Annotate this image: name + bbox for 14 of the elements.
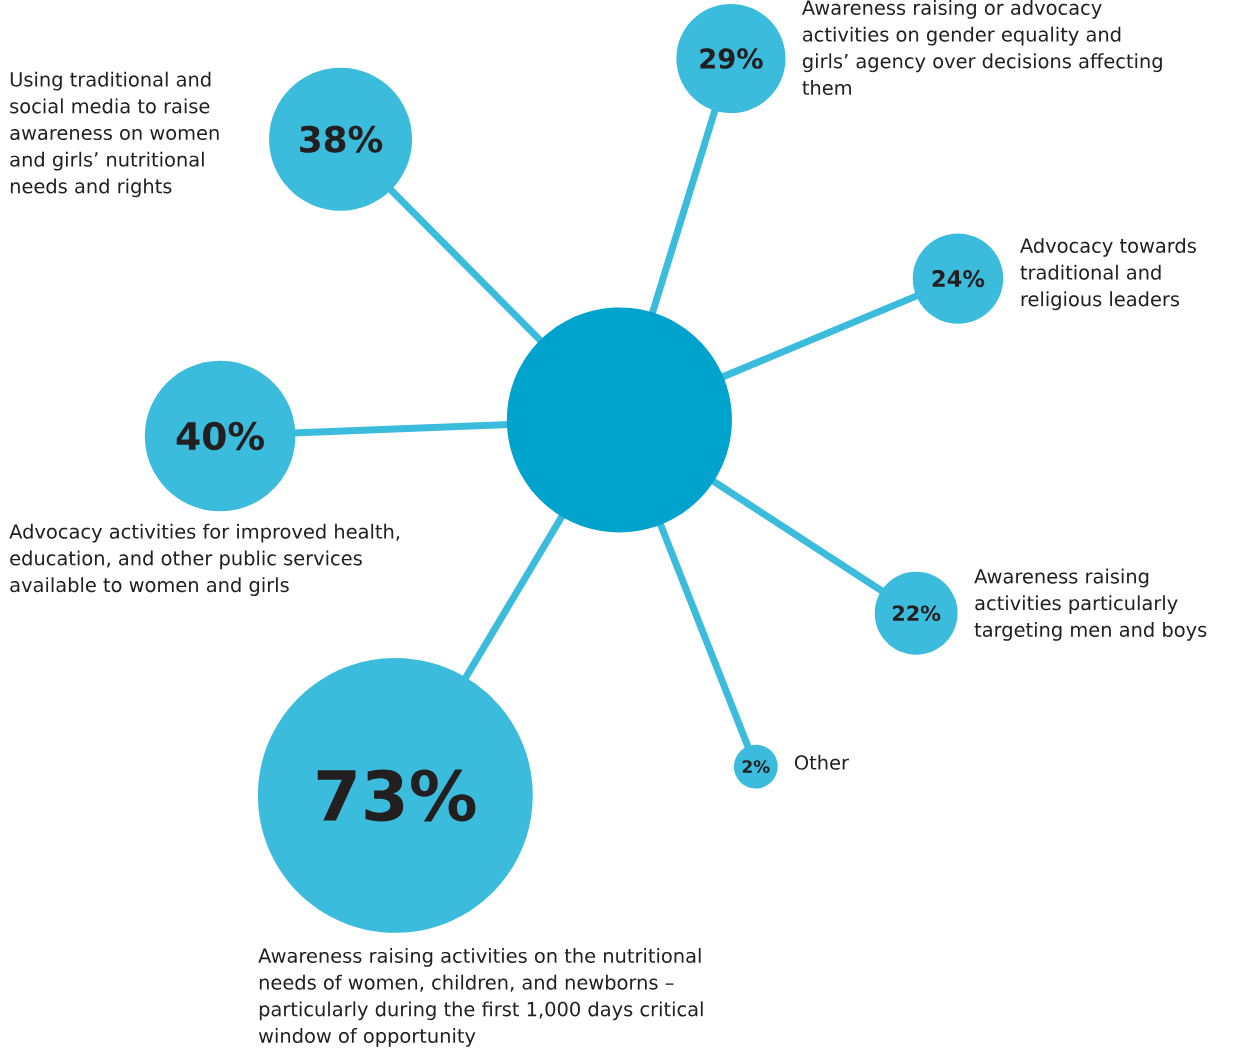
data-label: 2% <box>742 759 770 773</box>
data-label: 73% <box>317 769 476 822</box>
data-label: 29% <box>700 48 763 69</box>
data-label: 40% <box>176 421 264 451</box>
category-label: Other <box>794 754 849 770</box>
data-label: 38% <box>300 125 383 153</box>
category-label: Awareness raising or advocacy activities on gender equality and girls’ agency over decisions affecting them <box>801 0 1162 95</box>
data-label: 24% <box>932 269 985 287</box>
category-label: Awareness raising activities particularly targeting men and boys <box>974 568 1207 641</box>
data-label: 22% <box>893 605 941 621</box>
category-label: Using traditional and social media to raise awareness on women and girls’ nutritional needs and rights <box>10 71 219 198</box>
category-label: Awareness raising activities on the nutritional needs of women, children, and newborns – particularly during the first 1,000 days critical window of opportunity <box>258 947 703 1047</box>
category-label: Advocacy towards traditional and religious leaders <box>1020 237 1196 310</box>
category-label: Advocacy activities for improved health, education, and other public services available to women and girls <box>9 523 400 596</box>
